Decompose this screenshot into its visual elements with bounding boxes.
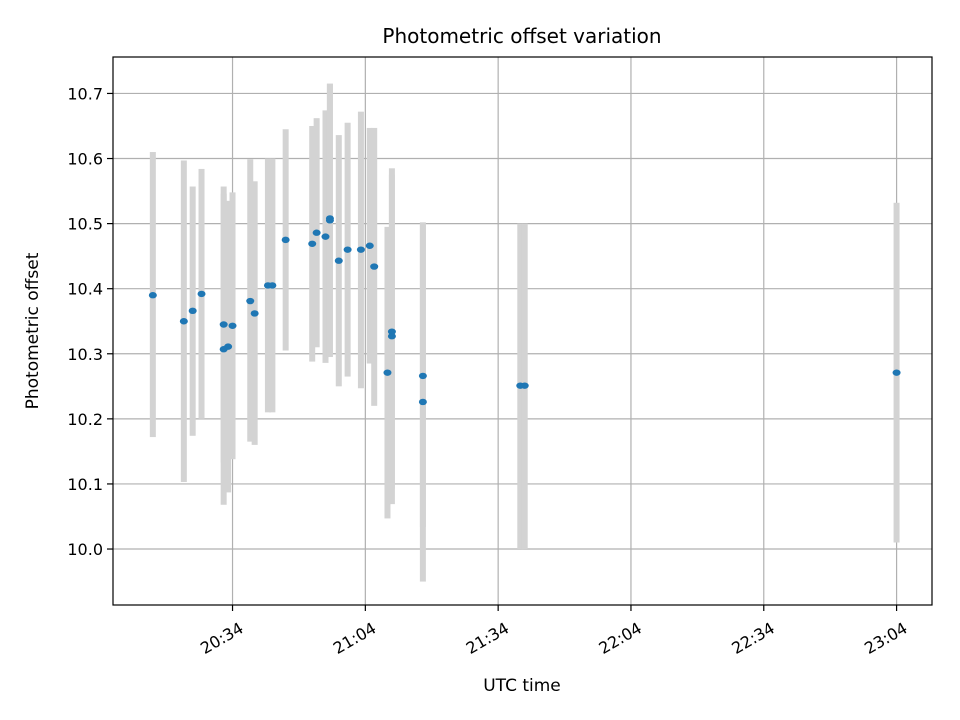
x-axis-label: UTC time xyxy=(483,676,561,696)
data-point xyxy=(387,333,396,340)
data-point xyxy=(325,215,334,222)
data-point xyxy=(418,398,427,406)
x-tick-label: 21:34 xyxy=(463,618,512,658)
data-point xyxy=(321,233,330,240)
x-tick-label: 22:34 xyxy=(728,618,777,658)
x-tick-label: 20:34 xyxy=(197,618,246,658)
data-point xyxy=(365,242,374,249)
y-tick-label: 10.7 xyxy=(67,84,103,103)
data-point xyxy=(334,257,343,264)
data-point xyxy=(197,290,206,298)
data-point xyxy=(312,229,321,236)
data-point xyxy=(370,263,379,270)
x-axis-ticks: 20:34 21:04 21:34 22:04 22:34 23:04 xyxy=(197,605,911,658)
y-tick-label: 10.5 xyxy=(67,215,103,234)
data-point xyxy=(520,382,529,389)
data-point xyxy=(343,246,352,253)
data-point xyxy=(219,321,228,328)
data-point xyxy=(892,369,901,376)
y-axis-label: Photometric offset xyxy=(23,252,43,409)
data-point xyxy=(179,318,188,325)
plot-frame xyxy=(112,56,933,606)
y-tick-label: 10.0 xyxy=(67,540,103,559)
data-point xyxy=(228,322,237,329)
x-tick-label: 21:04 xyxy=(330,618,379,658)
data-point xyxy=(356,246,365,253)
data-points xyxy=(148,215,901,406)
chart-title: Photometric offset variation xyxy=(382,24,661,48)
y-axis-ticks: 10.0 10.1 10.2 10.3 10.4 10.5 10.6 10.7 xyxy=(67,84,113,559)
data-point xyxy=(308,240,317,247)
data-point xyxy=(387,328,396,335)
data-point xyxy=(246,297,255,305)
data-point xyxy=(383,369,392,376)
x-tick-label: 22:04 xyxy=(596,618,645,658)
data-point xyxy=(250,310,259,317)
data-point xyxy=(418,372,427,380)
y-tick-label: 10.1 xyxy=(67,475,103,494)
data-point xyxy=(268,282,277,289)
data-point xyxy=(281,236,290,244)
y-tick-label: 10.2 xyxy=(67,410,103,429)
data-point xyxy=(224,343,233,350)
y-tick-label: 10.6 xyxy=(67,150,103,169)
data-point xyxy=(188,307,197,315)
x-tick-label: 23:04 xyxy=(861,618,910,658)
data-point xyxy=(148,292,157,299)
y-tick-label: 10.4 xyxy=(67,280,103,299)
y-tick-label: 10.3 xyxy=(67,345,103,364)
